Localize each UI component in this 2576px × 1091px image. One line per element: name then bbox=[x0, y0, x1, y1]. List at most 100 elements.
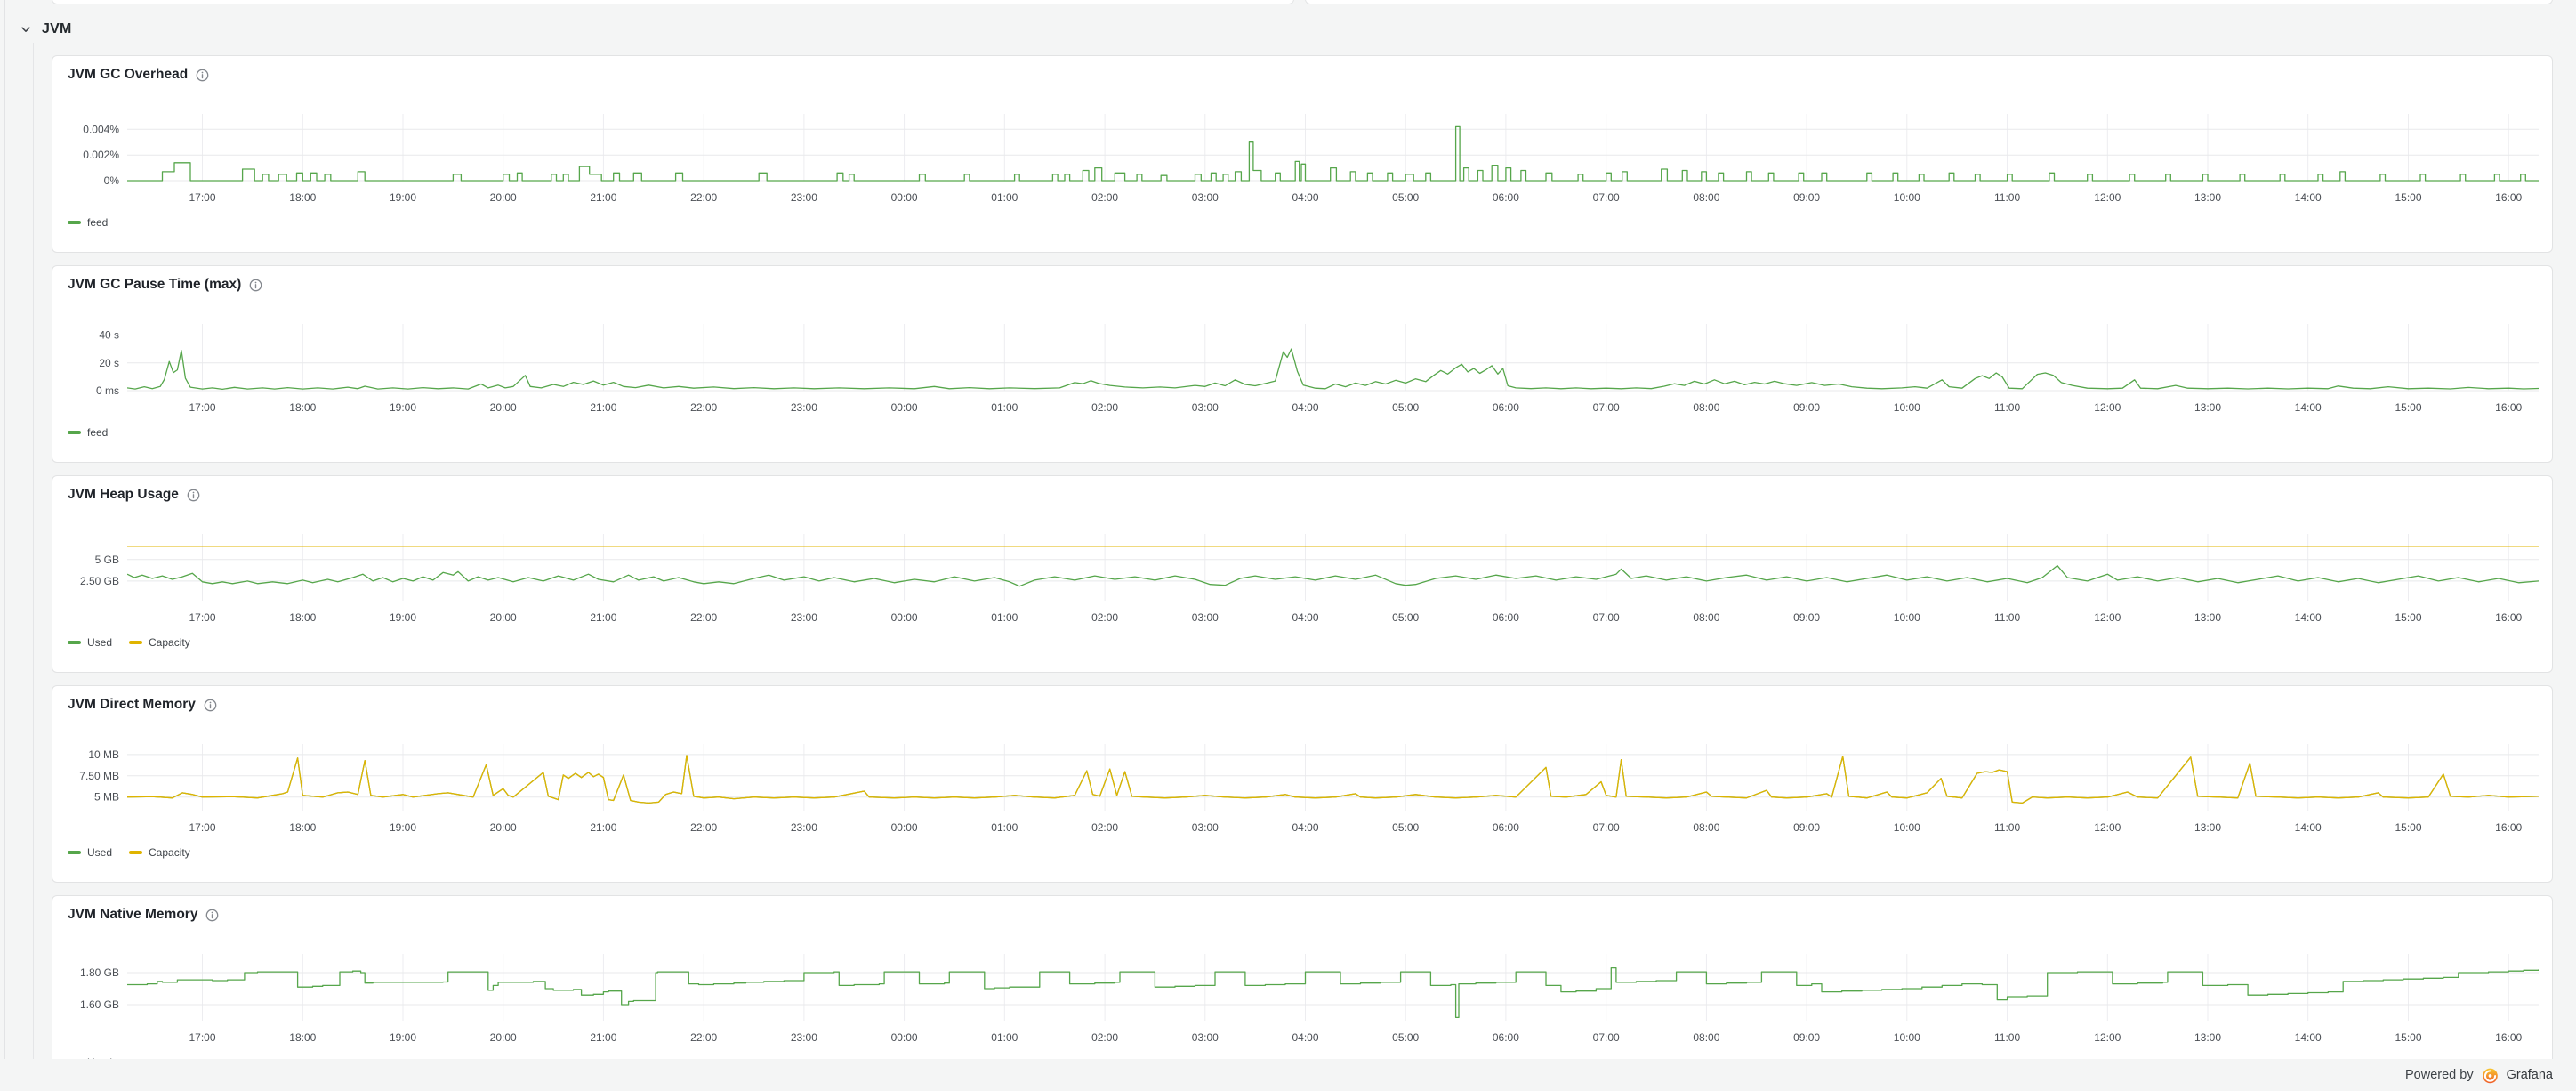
x-axis-tick-label: 08:00 bbox=[1693, 821, 1719, 834]
panel-title[interactable]: JVM Direct Memory bbox=[68, 697, 196, 713]
x-axis-tick-label: 04:00 bbox=[1292, 611, 1318, 624]
x-axis-tick-label: 00:00 bbox=[891, 401, 918, 414]
y-axis-tick-label: 0 ms bbox=[96, 384, 119, 397]
y-axis-tick-label: 0% bbox=[104, 174, 120, 187]
time-series-chart[interactable]: 0.004%0.002%0%17:0018:0019:0020:0021:002… bbox=[52, 56, 2552, 252]
time-series-chart[interactable]: 5 GB2.50 GB17:0018:0019:0020:0021:0022:0… bbox=[52, 476, 2552, 672]
x-axis-tick-label: 05:00 bbox=[1392, 401, 1419, 414]
legend-item[interactable]: Used bbox=[68, 846, 112, 859]
x-axis-tick-label: 01:00 bbox=[991, 191, 1018, 204]
panel-header: JVM Heap Usage bbox=[68, 484, 200, 505]
x-axis-tick-label: 07:00 bbox=[1593, 191, 1620, 204]
time-series-chart[interactable]: 40 s20 s0 ms17:0018:0019:0020:0021:0022:… bbox=[52, 266, 2552, 462]
x-axis-tick-label: 12:00 bbox=[2094, 1031, 2121, 1044]
legend-item[interactable]: Used bbox=[68, 636, 112, 649]
panel-header: JVM GC Pause Time (max) bbox=[68, 274, 262, 295]
x-axis-tick-label: 07:00 bbox=[1593, 611, 1620, 624]
legend-item[interactable]: feed bbox=[68, 426, 108, 439]
legend-swatch bbox=[129, 851, 142, 854]
x-axis-tick-label: 00:00 bbox=[891, 191, 918, 204]
panel-title[interactable]: JVM Native Memory bbox=[68, 907, 197, 923]
legend-swatch bbox=[68, 641, 81, 644]
panel-title[interactable]: JVM GC Overhead bbox=[68, 67, 188, 83]
x-axis-tick-label: 14:00 bbox=[2295, 191, 2322, 204]
legend-label: Capacity bbox=[149, 636, 190, 649]
x-axis-tick-label: 01:00 bbox=[991, 401, 1018, 414]
series-line-used bbox=[127, 968, 2539, 1018]
x-axis-tick-label: 11:00 bbox=[1994, 191, 2020, 204]
time-series-chart[interactable]: 10 MB7.50 MB5 MB17:0018:0019:0020:0021:0… bbox=[52, 686, 2552, 882]
panel-header: JVM Direct Memory bbox=[68, 694, 217, 715]
x-axis-tick-label: 12:00 bbox=[2094, 401, 2121, 414]
info-icon[interactable] bbox=[205, 909, 219, 922]
info-icon[interactable] bbox=[187, 489, 200, 502]
x-axis-tick-label: 22:00 bbox=[690, 611, 717, 624]
info-icon[interactable] bbox=[196, 69, 209, 82]
x-axis-tick-label: 13:00 bbox=[2194, 191, 2221, 204]
x-axis-tick-label: 01:00 bbox=[991, 611, 1018, 624]
time-series-chart[interactable]: 1.80 GB1.60 GB17:0018:0019:0020:0021:002… bbox=[52, 896, 2552, 1059]
series-line-feed bbox=[127, 126, 2539, 181]
series-line-capacity bbox=[127, 756, 2539, 804]
x-axis-tick-label: 18:00 bbox=[289, 191, 316, 204]
info-icon[interactable] bbox=[204, 699, 217, 712]
legend-item[interactable]: Capacity bbox=[129, 636, 190, 649]
x-axis-tick-label: 23:00 bbox=[791, 821, 817, 834]
x-axis-tick-label: 03:00 bbox=[1192, 821, 1219, 834]
legend-label: Used bbox=[87, 636, 112, 649]
legend: feed bbox=[68, 426, 108, 439]
x-axis-tick-label: 07:00 bbox=[1593, 1031, 1620, 1044]
x-axis-tick-label: 13:00 bbox=[2194, 401, 2221, 414]
panel-title[interactable]: JVM GC Pause Time (max) bbox=[68, 277, 241, 293]
x-axis-tick-label: 10:00 bbox=[1894, 821, 1920, 834]
x-axis-tick-label: 08:00 bbox=[1693, 1031, 1719, 1044]
x-axis-tick-label: 14:00 bbox=[2295, 611, 2322, 624]
x-axis-tick-label: 21:00 bbox=[590, 401, 616, 414]
x-axis-tick-label: 00:00 bbox=[891, 821, 918, 834]
x-axis-tick-label: 05:00 bbox=[1392, 611, 1419, 624]
row-header-jvm[interactable]: JVM bbox=[20, 20, 72, 39]
x-axis-tick-label: 03:00 bbox=[1192, 401, 1219, 414]
powered-by-label: Powered by bbox=[2405, 1068, 2474, 1082]
x-axis-tick-label: 20:00 bbox=[490, 1031, 517, 1044]
x-axis-tick-label: 09:00 bbox=[1793, 191, 1820, 204]
legend-item[interactable]: Capacity bbox=[129, 846, 190, 859]
x-axis-tick-label: 03:00 bbox=[1192, 191, 1219, 204]
panel-title[interactable]: JVM Heap Usage bbox=[68, 487, 179, 503]
series-line-used bbox=[127, 566, 2539, 586]
x-axis-tick-label: 06:00 bbox=[1493, 1031, 1519, 1044]
x-axis-tick-label: 08:00 bbox=[1693, 611, 1719, 624]
panel: JVM GC Pause Time (max) 40 s20 s0 ms17:0… bbox=[52, 265, 2553, 463]
x-axis-tick-label: 13:00 bbox=[2194, 821, 2221, 834]
x-axis-tick-label: 02:00 bbox=[1091, 401, 1118, 414]
grafana-logo-icon bbox=[2481, 1066, 2500, 1085]
y-axis-tick-label: 7.50 MB bbox=[79, 770, 119, 782]
panel: JVM GC Overhead 0.004%0.002%0%17:0018:00… bbox=[52, 55, 2553, 253]
x-axis-tick-label: 19:00 bbox=[390, 821, 416, 834]
x-axis-tick-label: 21:00 bbox=[590, 611, 616, 624]
x-axis-tick-label: 22:00 bbox=[690, 821, 717, 834]
x-axis-tick-label: 17:00 bbox=[189, 821, 215, 834]
x-axis-tick-label: 15:00 bbox=[2395, 611, 2421, 624]
legend-label: feed bbox=[87, 216, 108, 229]
y-axis-tick-label: 40 s bbox=[99, 329, 119, 342]
x-axis-tick-label: 04:00 bbox=[1292, 401, 1318, 414]
powered-by-grafana-link[interactable]: Powered by Grafana bbox=[0, 1059, 2576, 1091]
x-axis-tick-label: 01:00 bbox=[991, 821, 1018, 834]
x-axis-tick-label: 11:00 bbox=[1994, 1031, 2020, 1044]
x-axis-tick-label: 12:00 bbox=[2094, 611, 2121, 624]
info-icon[interactable] bbox=[249, 279, 262, 292]
x-axis-tick-label: 03:00 bbox=[1192, 1031, 1219, 1044]
legend-item[interactable]: feed bbox=[68, 216, 108, 229]
x-axis-tick-label: 16:00 bbox=[2495, 401, 2522, 414]
x-axis-tick-label: 19:00 bbox=[390, 611, 416, 624]
legend: Used Capacity bbox=[68, 636, 190, 649]
chevron-down-icon[interactable] bbox=[20, 23, 32, 36]
x-axis-tick-label: 23:00 bbox=[791, 611, 817, 624]
y-axis-tick-label: 0.002% bbox=[83, 149, 119, 161]
x-axis-tick-label: 17:00 bbox=[189, 191, 215, 204]
dashboard-scroll-area[interactable]: JVM JVM GC Overhead 0.004%0.002%0%17:001… bbox=[0, 0, 2576, 1059]
x-axis-tick-label: 07:00 bbox=[1593, 401, 1620, 414]
x-axis-tick-label: 22:00 bbox=[690, 1031, 717, 1044]
legend-label: feed bbox=[87, 426, 108, 439]
